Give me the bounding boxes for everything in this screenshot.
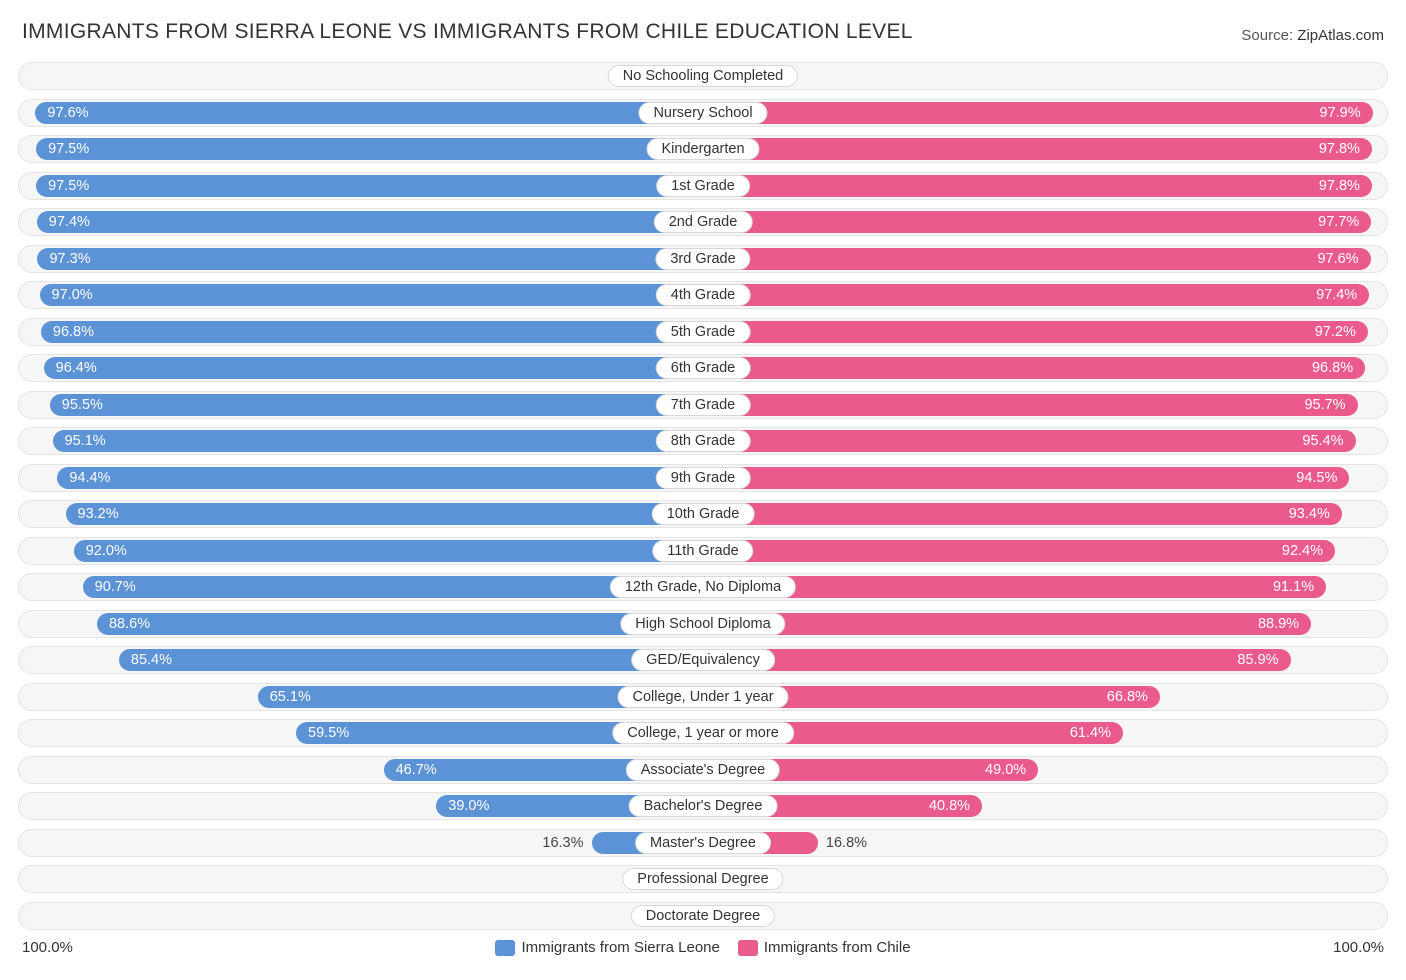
bar-left: 96.4% bbox=[44, 357, 703, 379]
category-label: 6th Grade bbox=[656, 357, 751, 379]
chart-row: 94.4%94.5%9th Grade bbox=[18, 464, 1388, 492]
category-label: Master's Degree bbox=[635, 832, 771, 854]
chart-row: 16.3% 16.8% Master's Degree bbox=[18, 829, 1388, 857]
category-label: 7th Grade bbox=[656, 394, 751, 416]
bar-right: 97.7% bbox=[703, 211, 1371, 233]
bar-right-value: 16.8% bbox=[818, 830, 867, 856]
legend-label-left: Immigrants from Sierra Leone bbox=[521, 939, 719, 956]
legend-swatch-right bbox=[738, 940, 758, 956]
chart-title: IMMIGRANTS FROM SIERRA LEONE VS IMMIGRAN… bbox=[22, 20, 913, 44]
bar-right: 97.8% bbox=[703, 138, 1372, 160]
legend-swatch-left bbox=[495, 940, 515, 956]
chart-row: 85.4%85.9%GED/Equivalency bbox=[18, 646, 1388, 674]
category-label: College, 1 year or more bbox=[612, 722, 794, 744]
bar-left: 97.6% bbox=[35, 102, 703, 124]
chart-row: 93.2%93.4%10th Grade bbox=[18, 500, 1388, 528]
chart-row: 97.6%97.9%Nursery School bbox=[18, 99, 1388, 127]
bar-left: 94.4% bbox=[57, 467, 703, 489]
category-label: Doctorate Degree bbox=[631, 905, 775, 927]
chart-footer: 100.0% Immigrants from Sierra Leone Immi… bbox=[18, 936, 1388, 960]
chart-row: 46.7%49.0%Associate's Degree bbox=[18, 756, 1388, 784]
category-label: 5th Grade bbox=[656, 321, 751, 343]
bar-left: 97.5% bbox=[36, 138, 703, 160]
bar-left: 97.0% bbox=[40, 284, 703, 306]
bar-left: 97.3% bbox=[37, 248, 703, 270]
bar-right: 97.6% bbox=[703, 248, 1371, 270]
chart-row: 97.5%97.8%Kindergarten bbox=[18, 135, 1388, 163]
source-value: ZipAtlas.com bbox=[1297, 27, 1384, 44]
category-label: Associate's Degree bbox=[626, 759, 780, 781]
category-label: No Schooling Completed bbox=[608, 65, 798, 87]
chart-row: 97.3%97.6%3rd Grade bbox=[18, 245, 1388, 273]
category-label: 12th Grade, No Diploma bbox=[610, 576, 796, 598]
chart-row: 39.0%40.8%Bachelor's Degree bbox=[18, 792, 1388, 820]
bar-left: 93.2% bbox=[66, 503, 703, 525]
bar-right: 91.1% bbox=[703, 576, 1326, 598]
bar-left: 85.4% bbox=[119, 649, 703, 671]
category-label: 3rd Grade bbox=[655, 248, 750, 270]
bar-right: 88.9% bbox=[703, 613, 1311, 635]
chart-row: 65.1%66.8%College, Under 1 year bbox=[18, 683, 1388, 711]
category-label: 8th Grade bbox=[656, 430, 751, 452]
legend-item-right: Immigrants from Chile bbox=[738, 939, 911, 956]
chart-source: Source: ZipAtlas.com bbox=[1241, 27, 1384, 44]
chart-row: 2.5%2.2%No Schooling Completed bbox=[18, 62, 1388, 90]
bar-left: 97.5% bbox=[36, 175, 703, 197]
bar-right: 97.2% bbox=[703, 321, 1368, 343]
bar-right: 85.9% bbox=[703, 649, 1291, 671]
bar-right: 93.4% bbox=[703, 503, 1342, 525]
chart-row: 95.1%95.4%8th Grade bbox=[18, 427, 1388, 455]
category-label: 11th Grade bbox=[652, 540, 753, 562]
bar-left: 88.6% bbox=[97, 613, 703, 635]
bar-right: 92.4% bbox=[703, 540, 1335, 562]
category-label: Nursery School bbox=[638, 102, 767, 124]
chart-row: 97.4%97.7%2nd Grade bbox=[18, 208, 1388, 236]
bar-left-value: 16.3% bbox=[542, 830, 591, 856]
chart-row: 59.5%61.4%College, 1 year or more bbox=[18, 719, 1388, 747]
chart-row: 95.5%95.7%7th Grade bbox=[18, 391, 1388, 419]
legend-label-right: Immigrants from Chile bbox=[764, 939, 911, 956]
bar-right: 97.8% bbox=[703, 175, 1372, 197]
bar-left: 92.0% bbox=[74, 540, 703, 562]
category-label: 4th Grade bbox=[656, 284, 751, 306]
chart-row: 97.0%97.4%4th Grade bbox=[18, 281, 1388, 309]
bar-left: 95.1% bbox=[53, 430, 703, 452]
bar-right: 96.8% bbox=[703, 357, 1365, 379]
bar-right: 97.4% bbox=[703, 284, 1369, 306]
axis-max-left: 100.0% bbox=[22, 939, 73, 956]
category-label: College, Under 1 year bbox=[617, 686, 788, 708]
chart-row: 97.5%97.8%1st Grade bbox=[18, 172, 1388, 200]
bar-left: 97.4% bbox=[37, 211, 703, 233]
category-label: Professional Degree bbox=[622, 868, 783, 890]
category-label: High School Diploma bbox=[620, 613, 785, 635]
chart-row: 90.7%91.1%12th Grade, No Diploma bbox=[18, 573, 1388, 601]
chart-row: 92.0%92.4%11th Grade bbox=[18, 537, 1388, 565]
chart-header: IMMIGRANTS FROM SIERRA LEONE VS IMMIGRAN… bbox=[18, 20, 1388, 44]
bar-right: 94.5% bbox=[703, 467, 1349, 489]
chart-row: 96.4%96.8%6th Grade bbox=[18, 354, 1388, 382]
category-label: 10th Grade bbox=[652, 503, 755, 525]
chart-row: 2.0%2.1%Doctorate Degree bbox=[18, 902, 1388, 930]
chart-row: 88.6%88.9%High School Diploma bbox=[18, 610, 1388, 638]
bar-left: 96.8% bbox=[41, 321, 703, 343]
bar-right: 97.9% bbox=[703, 102, 1373, 124]
category-label: Kindergarten bbox=[646, 138, 759, 160]
legend: Immigrants from Sierra Leone Immigrants … bbox=[495, 939, 910, 956]
bar-left: 95.5% bbox=[50, 394, 703, 416]
category-label: 1st Grade bbox=[656, 175, 750, 197]
category-label: 9th Grade bbox=[656, 467, 751, 489]
legend-item-left: Immigrants from Sierra Leone bbox=[495, 939, 719, 956]
chart-row: 96.8%97.2%5th Grade bbox=[18, 318, 1388, 346]
chart-row: 4.5%5.3%Professional Degree bbox=[18, 865, 1388, 893]
category-label: GED/Equivalency bbox=[631, 649, 775, 671]
category-label: 2nd Grade bbox=[654, 211, 753, 233]
source-label: Source: bbox=[1241, 27, 1293, 44]
bar-right: 95.4% bbox=[703, 430, 1356, 452]
bar-right: 95.7% bbox=[703, 394, 1358, 416]
category-label: Bachelor's Degree bbox=[629, 795, 778, 817]
axis-max-right: 100.0% bbox=[1333, 939, 1384, 956]
diverging-bar-chart: 2.5%2.2%No Schooling Completed97.6%97.9%… bbox=[18, 62, 1388, 930]
